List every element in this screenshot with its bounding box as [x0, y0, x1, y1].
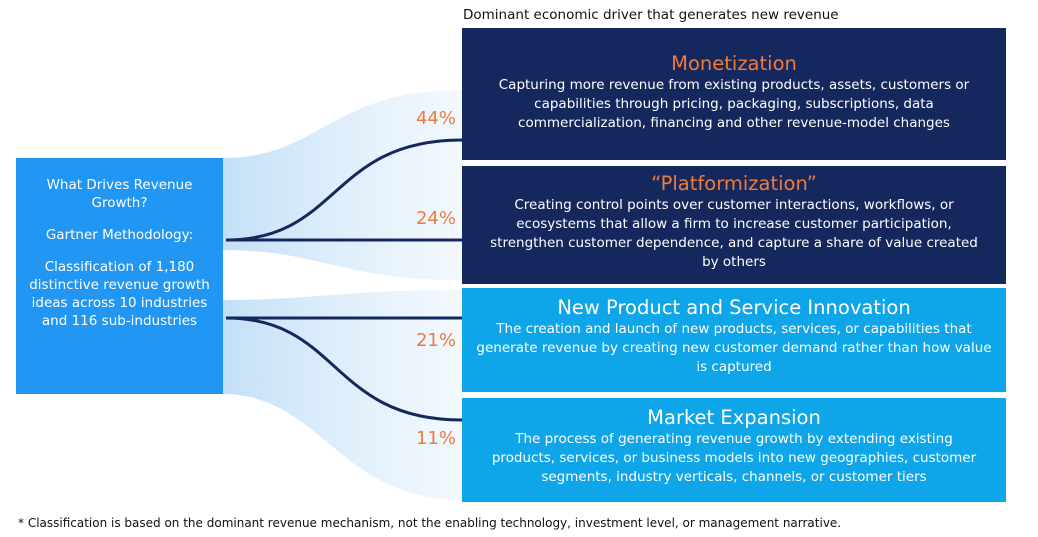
revenue-growth-box: What Drives Revenue Growth? Gartner Meth…: [16, 158, 223, 394]
card-description: The creation and launch of new products,…: [476, 321, 992, 375]
footnote: * Classification is based on the dominan…: [18, 516, 842, 530]
card-market-expansion: Market Expansion The process of generati…: [462, 398, 1006, 502]
percent-monetization: 44%: [415, 108, 456, 129]
card-innovation: New Product and Service Innovation The c…: [462, 288, 1006, 392]
box-methodology: Gartner Methodology:: [45, 227, 194, 243]
card-title: New Product and Service Innovation: [557, 296, 911, 319]
card-title: Monetization: [671, 52, 797, 75]
card-monetization: Monetization Capturing more revenue from…: [462, 28, 1006, 160]
box-classification: Classification of 1,180 distinctive reve…: [29, 259, 210, 329]
flow-band-lower: [223, 290, 462, 500]
card-description: The process of generating revenue growth…: [491, 431, 977, 485]
diagram-header: Dominant economic driver that generates …: [463, 7, 839, 23]
card-description: Capturing more revenue from existing pro…: [498, 77, 970, 131]
card-platformization: “Platformization” Creating control point…: [462, 166, 1006, 284]
percent-innovation: 21%: [415, 330, 456, 351]
card-title: Market Expansion: [647, 406, 821, 429]
percent-market-expansion: 11%: [415, 428, 456, 449]
box-title: What Drives Revenue Growth?: [46, 177, 193, 211]
flow-line-monetization: [225, 138, 463, 242]
percent-platformization: 24%: [415, 208, 456, 229]
flow-line-market-expansion: [225, 316, 463, 422]
card-title: “Platformization”: [651, 172, 817, 195]
card-description: Creating control points over customer in…: [490, 197, 978, 270]
